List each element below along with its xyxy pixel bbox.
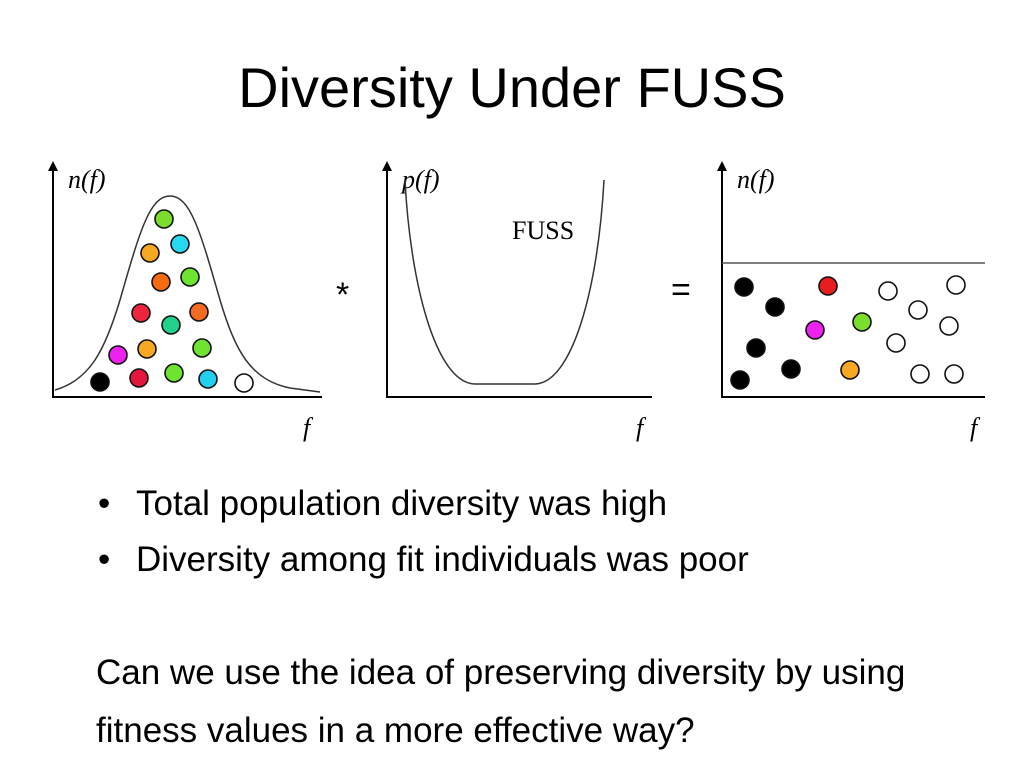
individual-dot [170, 234, 190, 254]
individual-dot [129, 368, 149, 388]
individual-dot [908, 300, 928, 320]
individual-dot [140, 243, 160, 263]
bell-curve [54, 195, 321, 393]
y-axis-label: n(f) [68, 165, 106, 194]
x-axis-label: f [303, 413, 314, 442]
individual-dot [234, 373, 254, 393]
fuss-curve-label: FUSS [512, 216, 574, 245]
panel-initial-population: n(f) f [48, 161, 322, 442]
individual-dot [852, 312, 872, 332]
fuss-u-curve [404, 179, 605, 385]
individual-dot [765, 297, 785, 317]
bullet-item: Total population diversity was high [98, 476, 749, 532]
slide-title: Diversity Under FUSS [238, 55, 786, 119]
y-axis-label: p(f) [400, 165, 440, 194]
individual-dot [886, 333, 906, 353]
equals-operator: = [671, 271, 691, 309]
individual-dot [198, 369, 218, 389]
individual-dot [781, 359, 801, 379]
individual-dot [137, 339, 157, 359]
individual-dot [164, 363, 184, 383]
bullet-item: Diversity among fit individuals was poor [98, 532, 749, 588]
individual-dot [946, 275, 966, 295]
fuss-diagram: n(f) f * p(f) f FUSS = n(f) f [48, 161, 985, 442]
individual-dot [805, 320, 825, 340]
x-axis-label: f [636, 413, 647, 442]
individual-dot [151, 272, 171, 292]
individual-dot [878, 281, 898, 301]
individual-dot [746, 338, 766, 358]
individual-dot [910, 364, 930, 384]
closing-question: Can we use the idea of preserving divers… [96, 653, 906, 750]
panel-resulting-population: n(f) f [717, 161, 985, 442]
individual-dot [939, 316, 959, 336]
individual-dot [189, 302, 209, 322]
individual-dot [734, 277, 754, 297]
individual-dot [108, 345, 128, 365]
individual-dot [944, 364, 964, 384]
x-axis-label: f [970, 413, 981, 442]
multiply-operator: * [336, 276, 349, 314]
y-axis-label: n(f) [737, 165, 775, 194]
individual-dot [161, 315, 181, 335]
individual-dot [90, 372, 110, 392]
individual-dot [154, 209, 174, 229]
individual-dot [840, 360, 860, 380]
panel-fuss-selection: p(f) f FUSS [382, 161, 652, 442]
bullet-list: Total population diversity was high Dive… [98, 476, 749, 588]
individual-dot [131, 303, 151, 323]
individual-dot [730, 370, 750, 390]
individual-dot [180, 267, 200, 287]
individual-dot [192, 338, 212, 358]
individual-dot [818, 276, 838, 296]
